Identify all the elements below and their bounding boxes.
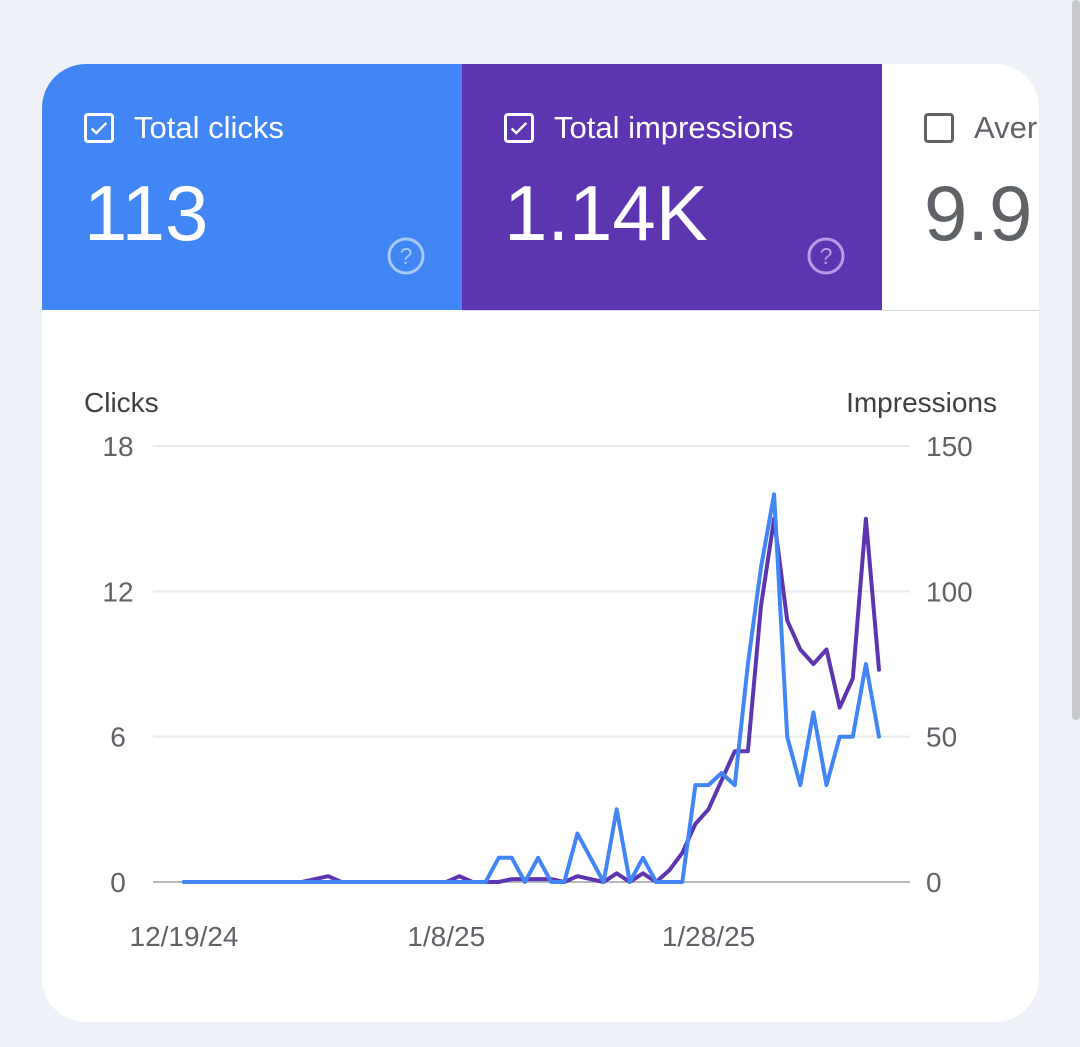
metric-average-position[interactable]: Aver 9.9 — [882, 64, 1039, 310]
position-checkbox[interactable] — [924, 113, 954, 143]
metric-header: Total clicks — [84, 110, 284, 146]
metric-label: Total impressions — [554, 110, 794, 145]
help-circle-icon[interactable]: ? — [806, 236, 846, 276]
impressions-checkbox[interactable] — [504, 113, 534, 143]
metric-header: Total impressions — [504, 110, 793, 146]
metric-tabs: Total clicks 113 ? Total impressions 1.1… — [42, 64, 1039, 311]
svg-text:?: ? — [820, 243, 833, 269]
performance-card: Total clicks 113 ? Total impressions 1.1… — [42, 64, 1039, 1022]
check-icon — [90, 122, 108, 135]
check-icon — [510, 122, 528, 135]
metric-label: Total clicks — [134, 110, 284, 145]
metric-value: 1.14K — [504, 169, 708, 257]
metric-value: 9.9 — [924, 169, 1033, 257]
metrics-divider — [462, 310, 1039, 311]
metric-header: Aver — [924, 110, 1037, 146]
svg-text:?: ? — [400, 243, 413, 269]
scrollbar[interactable] — [1072, 0, 1080, 720]
metric-label: Aver — [974, 110, 1038, 145]
clicks-checkbox[interactable] — [84, 113, 114, 143]
metric-value: 113 — [84, 169, 209, 257]
metric-total-impressions[interactable]: Total impressions 1.14K ? — [462, 64, 882, 310]
help-circle-icon[interactable]: ? — [386, 236, 426, 276]
metric-total-clicks[interactable]: Total clicks 113 ? — [42, 64, 462, 310]
